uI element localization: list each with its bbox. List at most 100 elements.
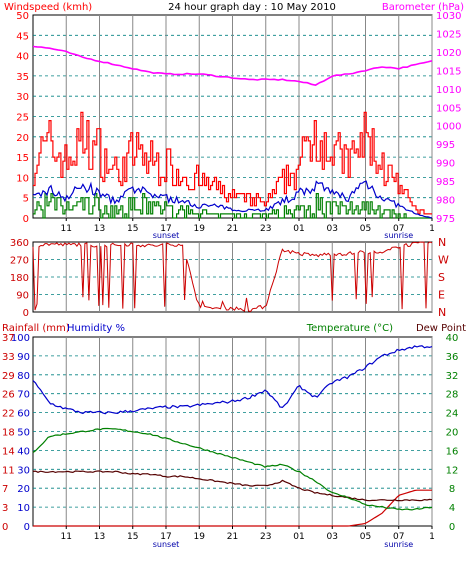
x-tick-label: 17 (160, 224, 171, 234)
humidity-y-tick-label: 70 (17, 390, 30, 401)
temperature-y-tick-label: 16 (446, 446, 459, 457)
barometer-y-tick-label: 975 (436, 214, 455, 225)
compass-label: N (438, 306, 446, 319)
humidity-y-tick-label: 50 (17, 428, 30, 439)
humidity-rain-y-axis: 0102030405060708090100037111418222629333… (2, 333, 30, 533)
x-tick-label: 15 (127, 532, 138, 542)
direction-y-tick-label: 270 (10, 256, 29, 267)
x-tick-label: 13 (94, 224, 105, 234)
temperature-y-tick-label: 28 (446, 390, 459, 401)
rain-y-tick-label: 33 (2, 352, 15, 363)
x-tick-label: 23 (260, 532, 271, 542)
rainfall-label: Rainfall (mm) (2, 323, 70, 334)
windspeed-label: Windspeed (kmh) (4, 2, 92, 13)
direction-y-axis: 0 90 180 270 360 (10, 238, 29, 319)
wind-y-tick-label: 50 (16, 11, 29, 22)
wind-y-tick-label: 35 (16, 72, 29, 83)
x-tick-label: 1 (429, 532, 435, 542)
x-tick-label: 03 (327, 532, 338, 542)
humidity-y-tick-label: 30 (17, 465, 30, 476)
rain-y-tick-label: 14 (2, 446, 15, 457)
humidity-y-tick-label: 60 (17, 409, 30, 420)
x-tick-label: 23 (260, 224, 271, 234)
rain-y-tick-label: 26 (2, 390, 15, 401)
x-tick-label: 01 (293, 532, 304, 542)
barometer-series (32, 45, 433, 86)
wind-y-tick-label: 30 (16, 92, 29, 103)
temperature-y-tick-label: 32 (446, 371, 459, 382)
x-tick-label: 21 (227, 224, 238, 234)
x-tick-label: 1 (429, 224, 435, 234)
x-tick-label: 07 (393, 532, 404, 542)
barometer-y-tick-label: 1030 (436, 11, 461, 22)
chart-title: 24 hour graph day : 10 May 2010 (168, 2, 336, 13)
barometer-y-tick-label: 1005 (436, 103, 461, 114)
humidity-series (32, 345, 433, 415)
sunrise-label: sunrise (384, 231, 413, 240)
direction-y-tick-label: 180 (10, 273, 29, 284)
temperature-series (32, 427, 433, 511)
x-tick-label: 19 (194, 532, 206, 542)
rain-y-tick-label: 22 (2, 409, 15, 420)
temperature-x-axis: 11 13 15 17 19 21 23 01 03 05 07 1 sunset sunrise (61, 526, 435, 549)
temperature-y-tick-label: 4 (449, 503, 455, 514)
direction-y-tick-label: 360 (10, 238, 29, 249)
temperature-y-tick-label: 20 (446, 428, 459, 439)
wind-avg-series (32, 180, 433, 219)
x-tick-label: 13 (94, 532, 105, 542)
x-tick-label: 05 (360, 532, 371, 542)
wind-min-series (33, 193, 432, 219)
temperature-y-axis: 0 4 8 12 16 20 24 28 32 36 40 (446, 333, 459, 533)
dewpoint-series (32, 470, 433, 502)
wind-y-tick-label: 10 (16, 173, 29, 184)
wind-y-tick-label: 40 (16, 52, 29, 63)
humidity-y-tick-label: 90 (17, 352, 30, 363)
x-tick-label: 05 (360, 224, 371, 234)
barometer-y-tick-label: 995 (436, 140, 455, 151)
direction-series (32, 241, 433, 313)
compass-label: N (438, 236, 446, 249)
rain-y-tick-label: 3 (2, 503, 8, 514)
humidity-y-tick-label: 0 (24, 522, 30, 533)
direction-y-tick-label: 90 (16, 291, 29, 302)
x-tick-label: 21 (227, 532, 238, 542)
temperature-y-tick-label: 12 (446, 465, 459, 476)
wind-y-tick-label: 0 (23, 214, 29, 225)
temperature-y-tick-label: 0 (449, 522, 455, 533)
temperature-label: Temperature (°C) (306, 323, 393, 334)
rain-y-tick-label: 7 (2, 484, 8, 495)
temperature-grid (33, 337, 433, 526)
barometer-y-axis-right: 975 980 985 990 995 1000 1005 1010 1015 1020 1025 1… (436, 11, 461, 225)
temperature-y-tick-label: 24 (446, 409, 459, 420)
x-tick-label: 01 (293, 224, 304, 234)
barometer-label: Barometer (hPa) (382, 2, 464, 13)
sunset-label: sunset (153, 540, 180, 549)
barometer-y-tick-label: 1020 (436, 48, 461, 59)
humidity-y-tick-label: 10 (17, 503, 30, 514)
wind-y-tick-label: 15 (16, 153, 29, 164)
humidity-y-tick-label: 100 (11, 333, 30, 344)
temperature-y-tick-label: 8 (449, 484, 455, 495)
barometer-y-tick-label: 990 (436, 159, 455, 170)
wind-direction-series (32, 241, 433, 313)
rain-y-tick-label: 29 (2, 371, 15, 382)
x-tick-label: 17 (160, 532, 171, 542)
barometer-y-tick-label: 1010 (436, 85, 461, 96)
dewpoint-label: Dew Point (416, 323, 466, 334)
x-tick-label: 03 (327, 224, 338, 234)
compass-label: E (438, 289, 445, 302)
wind-gust-series (33, 111, 432, 215)
x-tick-label: 11 (61, 224, 72, 234)
humidity-y-tick-label: 40 (17, 446, 30, 457)
sunrise-label: sunrise (384, 540, 413, 549)
sunset-label: sunset (153, 231, 180, 240)
barometer-y-tick-label: 1025 (436, 29, 461, 40)
wind-series (32, 45, 433, 219)
barometer-y-tick-label: 985 (436, 177, 455, 188)
barometer-y-tick-label: 1000 (436, 122, 461, 133)
wind-x-axis: 11 13 15 17 19 21 23 01 03 05 07 1 sunset sunrise (61, 218, 435, 240)
wind-y-axis-left: 0 5 10 15 20 25 30 35 40 45 50 (16, 11, 29, 225)
humidity-label: Humidity % (67, 323, 125, 334)
